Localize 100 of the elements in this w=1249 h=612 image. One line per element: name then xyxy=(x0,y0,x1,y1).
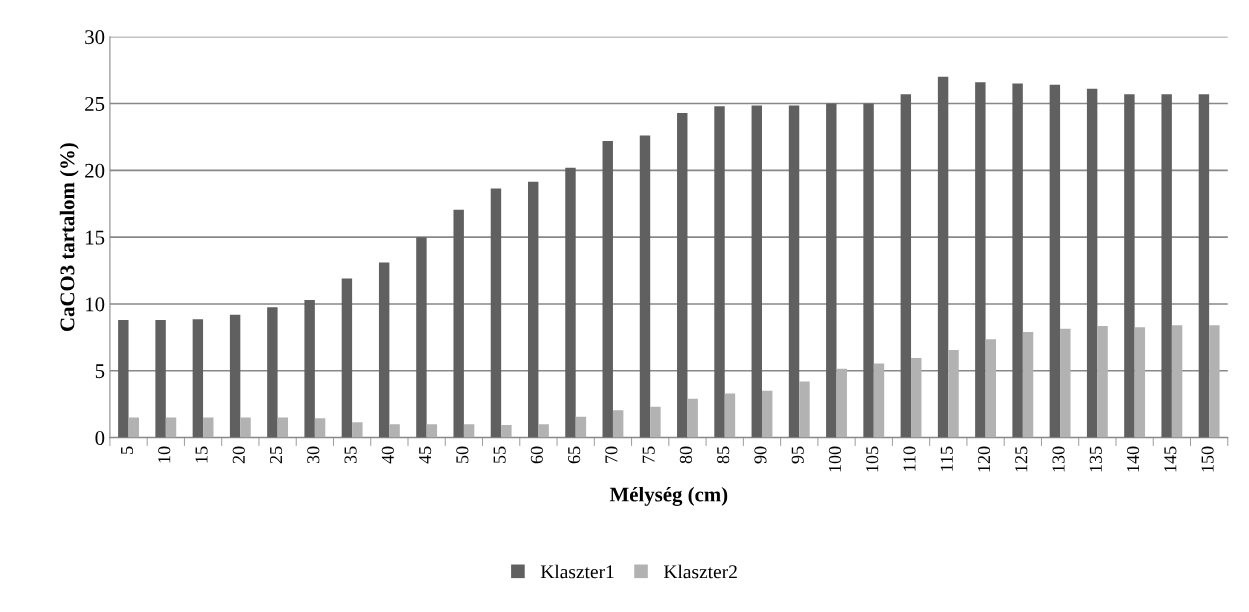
bar xyxy=(277,417,289,438)
bar xyxy=(863,103,874,438)
bar xyxy=(229,314,241,438)
bar xyxy=(192,319,204,438)
bar xyxy=(1049,84,1061,438)
x-tick-label: 70 xyxy=(605,446,618,463)
bar xyxy=(873,363,885,438)
bar xyxy=(1097,326,1108,438)
y-tick-label: 0 xyxy=(95,430,105,446)
bar xyxy=(240,417,251,438)
bar xyxy=(1086,88,1098,438)
bar xyxy=(975,82,986,438)
x-tick-label: 90 xyxy=(754,446,767,464)
x-tick-label: 50 xyxy=(456,446,469,463)
bar xyxy=(165,417,177,438)
bar xyxy=(501,424,512,438)
bar xyxy=(267,307,278,438)
bar xyxy=(575,416,587,438)
bar xyxy=(639,135,651,438)
x-tick-label: 110 xyxy=(903,446,916,471)
bar xyxy=(677,112,688,438)
x-tick-label: 150 xyxy=(1201,446,1214,472)
bar xyxy=(1012,83,1023,438)
x-tick-label: 135 xyxy=(1089,446,1102,472)
bar xyxy=(538,424,549,438)
x-tick-label: 85 xyxy=(717,446,730,464)
bar xyxy=(463,424,475,438)
x-tick-label: 145 xyxy=(1164,446,1177,472)
x-tick-label: 35 xyxy=(344,446,357,464)
bar xyxy=(426,424,438,438)
x-tick-label: 100 xyxy=(828,446,842,472)
bar xyxy=(155,319,166,438)
bar xyxy=(389,424,400,438)
bar xyxy=(836,368,847,438)
bar xyxy=(799,381,810,438)
bar xyxy=(650,406,661,438)
bar xyxy=(128,417,139,438)
bar xyxy=(1198,94,1210,438)
bar xyxy=(687,398,698,438)
bar xyxy=(761,390,773,438)
bar xyxy=(911,358,922,438)
bar xyxy=(1161,94,1172,438)
x-axis-title: Mélység (cm) xyxy=(609,486,728,506)
x-tick-label: 40 xyxy=(381,446,394,464)
legend-label: Klaszter1 xyxy=(540,564,614,579)
x-tick-label: 15 xyxy=(195,446,208,463)
legend-label: Klaszter2 xyxy=(663,564,737,579)
y-tick-label: 15 xyxy=(86,230,105,245)
bar xyxy=(900,94,912,438)
x-tick-label: 25 xyxy=(269,446,283,464)
bar xyxy=(378,262,390,438)
bar xyxy=(1060,328,1071,438)
x-tick-label: 105 xyxy=(866,446,879,472)
bar xyxy=(985,339,996,438)
bar xyxy=(612,410,624,438)
y-tick-label: 30 xyxy=(85,30,105,45)
x-tick-label: 65 xyxy=(568,446,581,464)
y-axis-title: CaCO3 tartalom (%) xyxy=(59,143,79,332)
x-tick-label: 75 xyxy=(642,446,655,463)
x-tick-label: 45 xyxy=(419,446,432,464)
y-tick-label: 10 xyxy=(86,297,105,312)
bar xyxy=(565,167,576,438)
bar xyxy=(602,140,613,438)
x-tick-label: 80 xyxy=(679,446,692,464)
x-tick-label: 10 xyxy=(158,446,171,463)
x-tick-label: 125 xyxy=(1015,446,1028,472)
x-tick-label: 30 xyxy=(307,446,320,464)
bar xyxy=(751,105,762,438)
x-tick-label: 120 xyxy=(977,446,991,472)
bar xyxy=(1209,325,1220,438)
y-tick-label: 5 xyxy=(95,364,105,379)
bar xyxy=(788,105,800,438)
y-tick-label: 20 xyxy=(85,163,105,178)
bar xyxy=(1171,325,1183,438)
bar xyxy=(341,278,353,438)
bar xyxy=(416,237,427,438)
bar xyxy=(527,181,539,438)
x-tick-label: 5 xyxy=(121,446,134,454)
bar xyxy=(352,422,363,438)
x-tick-label: 95 xyxy=(791,446,804,464)
bar xyxy=(203,417,214,438)
y-tick-label: 25 xyxy=(85,96,105,111)
bar xyxy=(948,350,959,438)
x-tick-label: 115 xyxy=(940,446,953,471)
x-tick-label: 130 xyxy=(1052,446,1065,472)
bar xyxy=(937,76,949,438)
x-tick-label: 60 xyxy=(530,446,543,464)
bar xyxy=(453,209,464,438)
bar xyxy=(314,418,326,438)
bar xyxy=(1022,332,1034,438)
bar xyxy=(714,106,725,438)
bar xyxy=(490,188,502,438)
x-tick-label: 55 xyxy=(493,446,506,463)
bar xyxy=(1134,327,1146,438)
x-tick-label: 140 xyxy=(1126,446,1140,472)
bar xyxy=(304,299,315,438)
bar xyxy=(724,393,736,438)
bar xyxy=(826,103,837,438)
bar xyxy=(118,319,129,438)
x-tick-label: 20 xyxy=(232,446,245,464)
